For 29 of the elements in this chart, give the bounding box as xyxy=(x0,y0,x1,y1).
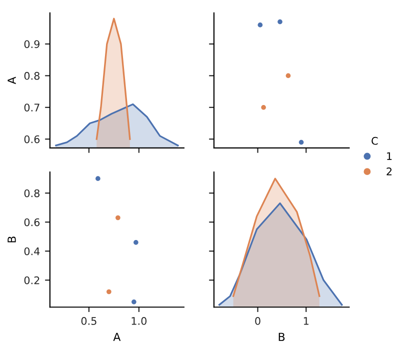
point xyxy=(261,104,266,110)
point xyxy=(278,19,282,24)
point xyxy=(116,215,120,220)
y-tick-label: 0.7 xyxy=(24,104,40,112)
point xyxy=(132,299,136,304)
y-tick-label: 0.6 xyxy=(24,218,40,226)
y-tick-label: 0.6 xyxy=(24,135,40,144)
point xyxy=(134,240,138,245)
point xyxy=(298,140,304,145)
y-tick-label: 0.4 xyxy=(24,247,40,256)
x-tick-label: 0.5 xyxy=(81,317,96,325)
y-axis-title: B xyxy=(8,236,16,242)
y-tick-label: 0.8 xyxy=(24,189,40,198)
point xyxy=(258,22,263,28)
y-tick-label: 0.8 xyxy=(24,72,40,80)
legend-label: 2 xyxy=(386,167,392,176)
x-tick-label: 1.0 xyxy=(132,317,147,325)
y-axis-title: A xyxy=(8,76,16,84)
legend-label: 1 xyxy=(387,152,392,160)
x-axis-title: A xyxy=(113,332,121,341)
x-tick-label: 0 xyxy=(255,317,260,325)
y-tick-label: 0.9 xyxy=(24,40,40,48)
y-tick-label: 0.2 xyxy=(24,276,40,284)
point xyxy=(96,176,100,181)
point xyxy=(106,289,112,294)
legend-title: C xyxy=(372,136,378,145)
x-axis-title: B xyxy=(278,332,285,341)
point xyxy=(286,73,291,78)
x-tick-label: 1 xyxy=(304,317,308,325)
